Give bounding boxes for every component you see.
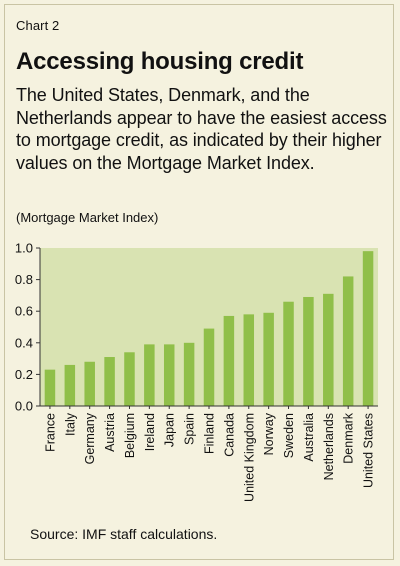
x-tick-label: Austria bbox=[103, 413, 117, 452]
x-tick-label: Netherlands bbox=[322, 413, 336, 480]
y-tick-label: 0.2 bbox=[15, 367, 33, 382]
bar bbox=[163, 344, 175, 406]
x-tick-label: United States bbox=[362, 413, 376, 488]
bar bbox=[144, 344, 155, 406]
y-tick-label: 0.6 bbox=[15, 304, 33, 319]
source-note: Source: IMF staff calculations. bbox=[30, 526, 218, 542]
bar bbox=[44, 369, 56, 406]
x-tick-label: Australia bbox=[302, 413, 316, 462]
bar bbox=[283, 301, 294, 406]
bar bbox=[203, 328, 215, 406]
x-tick-label: Canada bbox=[222, 413, 236, 457]
x-tick-label: United Kingdom bbox=[242, 413, 256, 502]
bar bbox=[323, 293, 334, 406]
x-tick-label: Japan bbox=[163, 413, 177, 447]
bar bbox=[263, 312, 274, 406]
x-tick-label: Denmark bbox=[342, 412, 356, 463]
bar bbox=[243, 314, 255, 406]
bar bbox=[124, 352, 135, 406]
bar bbox=[104, 357, 115, 406]
x-tick-label: Belgium bbox=[123, 413, 137, 458]
chart-frame bbox=[4, 4, 394, 560]
chart-subtitle: The United States, Denmark, and the Neth… bbox=[16, 85, 387, 173]
x-tick-label: Norway bbox=[262, 412, 276, 455]
x-tick-label: Finland bbox=[203, 413, 217, 454]
bar bbox=[84, 361, 95, 406]
chart-title: Accessing housing credit bbox=[16, 48, 304, 75]
x-tick-label: France bbox=[43, 413, 57, 452]
x-tick-label: Spain bbox=[183, 413, 197, 445]
y-tick-label: 0.0 bbox=[15, 399, 33, 414]
y-tick-label: 0.4 bbox=[15, 335, 33, 350]
chart-number-label: Chart 2 bbox=[16, 18, 60, 33]
bar bbox=[64, 364, 76, 406]
x-tick-label: Germany bbox=[83, 412, 97, 464]
y-tick-label: 0.8 bbox=[15, 272, 33, 287]
x-tick-label: Sweden bbox=[282, 413, 296, 458]
x-tick-label: Ireland bbox=[143, 413, 157, 451]
bar bbox=[223, 315, 235, 406]
y-axis-unit-label: (Mortgage Market Index) bbox=[16, 210, 159, 225]
bar bbox=[342, 276, 354, 406]
y-tick-label: 1.0 bbox=[15, 241, 33, 256]
bar bbox=[303, 296, 314, 406]
bar bbox=[362, 251, 374, 406]
x-tick-label: Italy bbox=[63, 412, 77, 436]
bar bbox=[183, 342, 195, 406]
